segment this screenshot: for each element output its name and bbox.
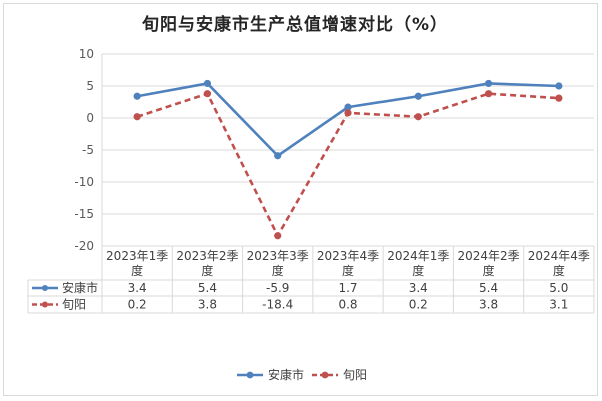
category-label-line: 2024年4季: [528, 249, 590, 263]
table-value: -18.4: [262, 298, 293, 312]
category-label-line: 2023年2季: [176, 249, 238, 263]
legend: 安康市 旬阳: [237, 367, 367, 382]
category-label: 2023年4季度: [317, 249, 379, 278]
category-label: 2023年3季度: [247, 249, 309, 278]
category-label-line: 度: [412, 263, 424, 278]
category-label: 2024年1季度: [387, 249, 449, 278]
category-label: 2024年4季度: [528, 249, 590, 278]
y-tick-label: 0: [86, 111, 94, 125]
table-value: 5.4: [198, 281, 217, 295]
table-value: -5.9: [266, 281, 289, 295]
table-series-name: 旬阳: [62, 298, 86, 312]
data-point: [274, 152, 282, 160]
table-value: 5.4: [479, 281, 498, 295]
table-series-name: 安康市: [62, 280, 98, 295]
data-point: [133, 92, 141, 100]
y-tick-label: 10: [79, 47, 94, 61]
table-value: 5.0: [549, 281, 568, 295]
data-point: [484, 90, 493, 98]
table-value: 3.8: [198, 298, 217, 312]
table-value: 3.4: [128, 281, 147, 295]
category-label: 2023年1季度: [106, 249, 168, 278]
gridlines: [101, 53, 594, 313]
table-value: 3.8: [479, 298, 498, 312]
data-point: [203, 79, 212, 88]
data-point: [203, 90, 212, 98]
table-series-key-marker: [42, 301, 48, 308]
data-point: [344, 109, 352, 117]
y-tick-label: -15: [74, 207, 94, 221]
data-point: [414, 113, 422, 121]
data-point: [414, 92, 422, 100]
y-tick-label: -20: [74, 239, 94, 253]
table-value: 0.2: [128, 298, 147, 312]
category-label-line: 2023年4季: [317, 249, 379, 263]
chart-title: 旬阳与安康市生产总值增速对比（%）: [141, 15, 449, 35]
table-value: 3.1: [549, 298, 568, 312]
category-label-line: 度: [131, 263, 143, 278]
data-point: [344, 103, 352, 111]
category-label-line: 度: [483, 263, 495, 278]
table-value: 0.2: [409, 298, 428, 312]
table-value: 3.4: [409, 281, 428, 295]
data-table: 2023年1季度2023年2季度2023年3季度2023年4季度2024年1季度…: [27, 246, 595, 314]
data-point: [133, 113, 141, 121]
legend-label: 安康市: [268, 367, 304, 382]
category-label-line: 度: [272, 263, 284, 278]
category-label-line: 2024年2季: [457, 249, 519, 263]
category-label: 2023年2季度: [176, 249, 238, 278]
legend-label: 旬阳: [343, 368, 367, 382]
category-label-line: 度: [342, 263, 354, 278]
y-tick-label: -5: [82, 143, 94, 157]
data-point: [555, 82, 563, 90]
category-label-line: 2024年1季: [387, 249, 449, 263]
category-label-line: 度: [553, 263, 565, 278]
table-value: 0.8: [338, 298, 357, 312]
data-point: [484, 79, 493, 88]
category-label-line: 2023年3季: [247, 249, 309, 263]
y-tick-label: 5: [86, 79, 94, 93]
series-lines: [133, 79, 563, 240]
table-series-key-marker: [42, 285, 48, 291]
category-label-line: 度: [201, 263, 213, 278]
y-tick-label: -10: [74, 175, 94, 189]
legend-key-marker: [246, 371, 254, 379]
legend-key-marker: [321, 371, 329, 379]
category-label-line: 2023年1季: [106, 249, 168, 263]
data-point: [274, 232, 282, 240]
category-label: 2024年2季度: [457, 249, 519, 278]
table-value: 1.7: [338, 281, 357, 295]
data-point: [555, 94, 563, 102]
chart-frame: [3, 3, 598, 396]
y-axis-ticks: 10 5 0 -5 -10 -15 -20: [74, 47, 94, 253]
